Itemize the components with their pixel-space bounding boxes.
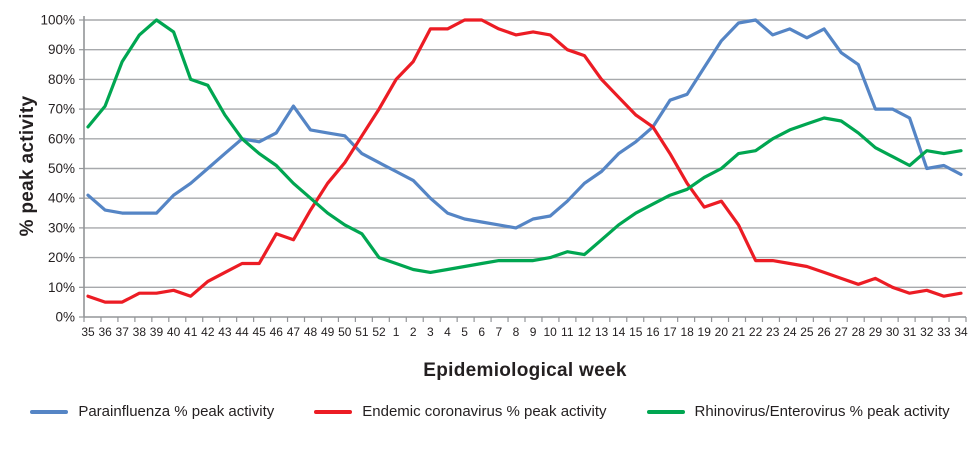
legend-label: Parainfluenza % peak activity [78, 403, 275, 420]
x-tick-label: 45 [252, 325, 266, 339]
x-tick-label: 50 [338, 325, 352, 339]
x-tick-label: 2 [410, 325, 417, 339]
x-tick-label: 5 [461, 325, 468, 339]
x-tick-label: 31 [903, 325, 917, 339]
x-tick-label: 11 [561, 325, 574, 339]
series-line-1 [86, 18, 963, 304]
x-tick-label: 3 [427, 325, 434, 339]
x-tick-label: 35 [81, 325, 95, 339]
x-tick-label: 30 [886, 325, 900, 339]
x-tick-label: 19 [698, 325, 712, 339]
x-tick-label: 16 [646, 325, 660, 339]
y-tick-label: 20% [48, 250, 75, 265]
x-tick-label: 7 [495, 325, 502, 339]
y-tick-label: 60% [48, 131, 75, 146]
x-tick-label: 23 [766, 325, 780, 339]
legend-item-endemic-coronavirus: Endemic coronavirus % peak activity [314, 403, 607, 420]
y-tick-label: 80% [48, 72, 75, 87]
legend-item-rhinovirus-enterovirus: Rhinovirus/Enterovirus % peak activity [646, 403, 950, 420]
coronavirus-line-swatch-icon [314, 409, 353, 414]
x-tick-label: 42 [201, 325, 215, 339]
x-tick-label: 34 [954, 325, 968, 339]
x-tick-label: 21 [732, 325, 746, 339]
y-tick-label: 10% [48, 280, 75, 295]
x-tick-label: 32 [920, 325, 934, 339]
x-tick-label: 9 [530, 325, 537, 339]
legend: Parainfluenza % peak activity Endemic co… [0, 403, 980, 420]
legend-label: Rhinovirus/Enterovirus % peak activity [694, 403, 950, 420]
x-tick-label: 8 [513, 325, 520, 339]
x-axis-title: Epidemiological week [423, 360, 627, 381]
x-tick-label: 25 [800, 325, 814, 339]
x-tick-label: 49 [321, 325, 335, 339]
y-tick-label: 90% [48, 42, 75, 57]
x-tick-label: 29 [869, 325, 883, 339]
series-lines [86, 18, 963, 304]
x-tick-label: 14 [612, 325, 626, 339]
series-line-2 [86, 18, 963, 274]
x-tick-label: 41 [184, 325, 198, 339]
y-tick-label: 50% [48, 161, 75, 176]
x-tick-label: 20 [715, 325, 729, 339]
y-tick-label: 0% [55, 310, 75, 325]
y-tick-label: 40% [48, 191, 75, 206]
x-tick-label: 40 [167, 325, 181, 339]
x-tick-label: 39 [150, 325, 164, 339]
x-axis-labels: 35 36 37 38 39 40 41 42 43 44 45 46 47 48 49 50 51 52 1 2 3 4… [81, 325, 968, 339]
parainfluenza-line-swatch-icon [30, 409, 69, 414]
x-tick-label: 51 [355, 325, 369, 339]
x-tick-label: 33 [937, 325, 951, 339]
legend-label: Endemic coronavirus % peak activity [362, 403, 607, 420]
x-tick-label: 15 [629, 325, 643, 339]
x-tick-label: 52 [372, 325, 386, 339]
x-tick-label: 18 [680, 325, 694, 339]
y-axis-title: % peak activity [17, 95, 38, 237]
x-tick-label: 24 [783, 325, 797, 339]
x-tick-label: 4 [444, 325, 451, 339]
y-tick-label: 70% [48, 102, 75, 117]
legend-item-parainfluenza: Parainfluenza % peak activity [30, 403, 274, 420]
x-tick-label: 47 [287, 325, 301, 339]
x-tick-label: 22 [749, 325, 763, 339]
x-tick-label: 1 [393, 325, 400, 339]
axes [79, 16, 967, 322]
x-tick-label: 37 [116, 325, 130, 339]
x-tick-label: 12 [578, 325, 592, 339]
gridlines [84, 19, 966, 288]
x-tick-label: 46 [270, 325, 284, 339]
x-tick-label: 36 [98, 325, 112, 339]
y-tick-label: 100% [40, 13, 75, 28]
x-tick-label: 28 [852, 325, 866, 339]
x-tick-label: 13 [595, 325, 609, 339]
x-tick-label: 10 [543, 325, 557, 339]
x-tick-label: 38 [133, 325, 147, 339]
x-tick-label: 27 [834, 325, 848, 339]
y-tick-label: 30% [48, 220, 75, 235]
x-tick-label: 44 [235, 325, 249, 339]
x-tick-label: 48 [304, 325, 318, 339]
y-axis-labels: 0% 10% 20% 30% 40% 50% 60% 70% 80% 90% 100% [40, 13, 75, 325]
series-line-0 [86, 18, 963, 230]
x-tick-label: 6 [478, 325, 485, 339]
rhinovirus-line-swatch-icon [646, 409, 685, 414]
x-tick-label: 26 [817, 325, 831, 339]
x-tick-label: 17 [663, 325, 677, 339]
x-tick-label: 43 [218, 325, 232, 339]
